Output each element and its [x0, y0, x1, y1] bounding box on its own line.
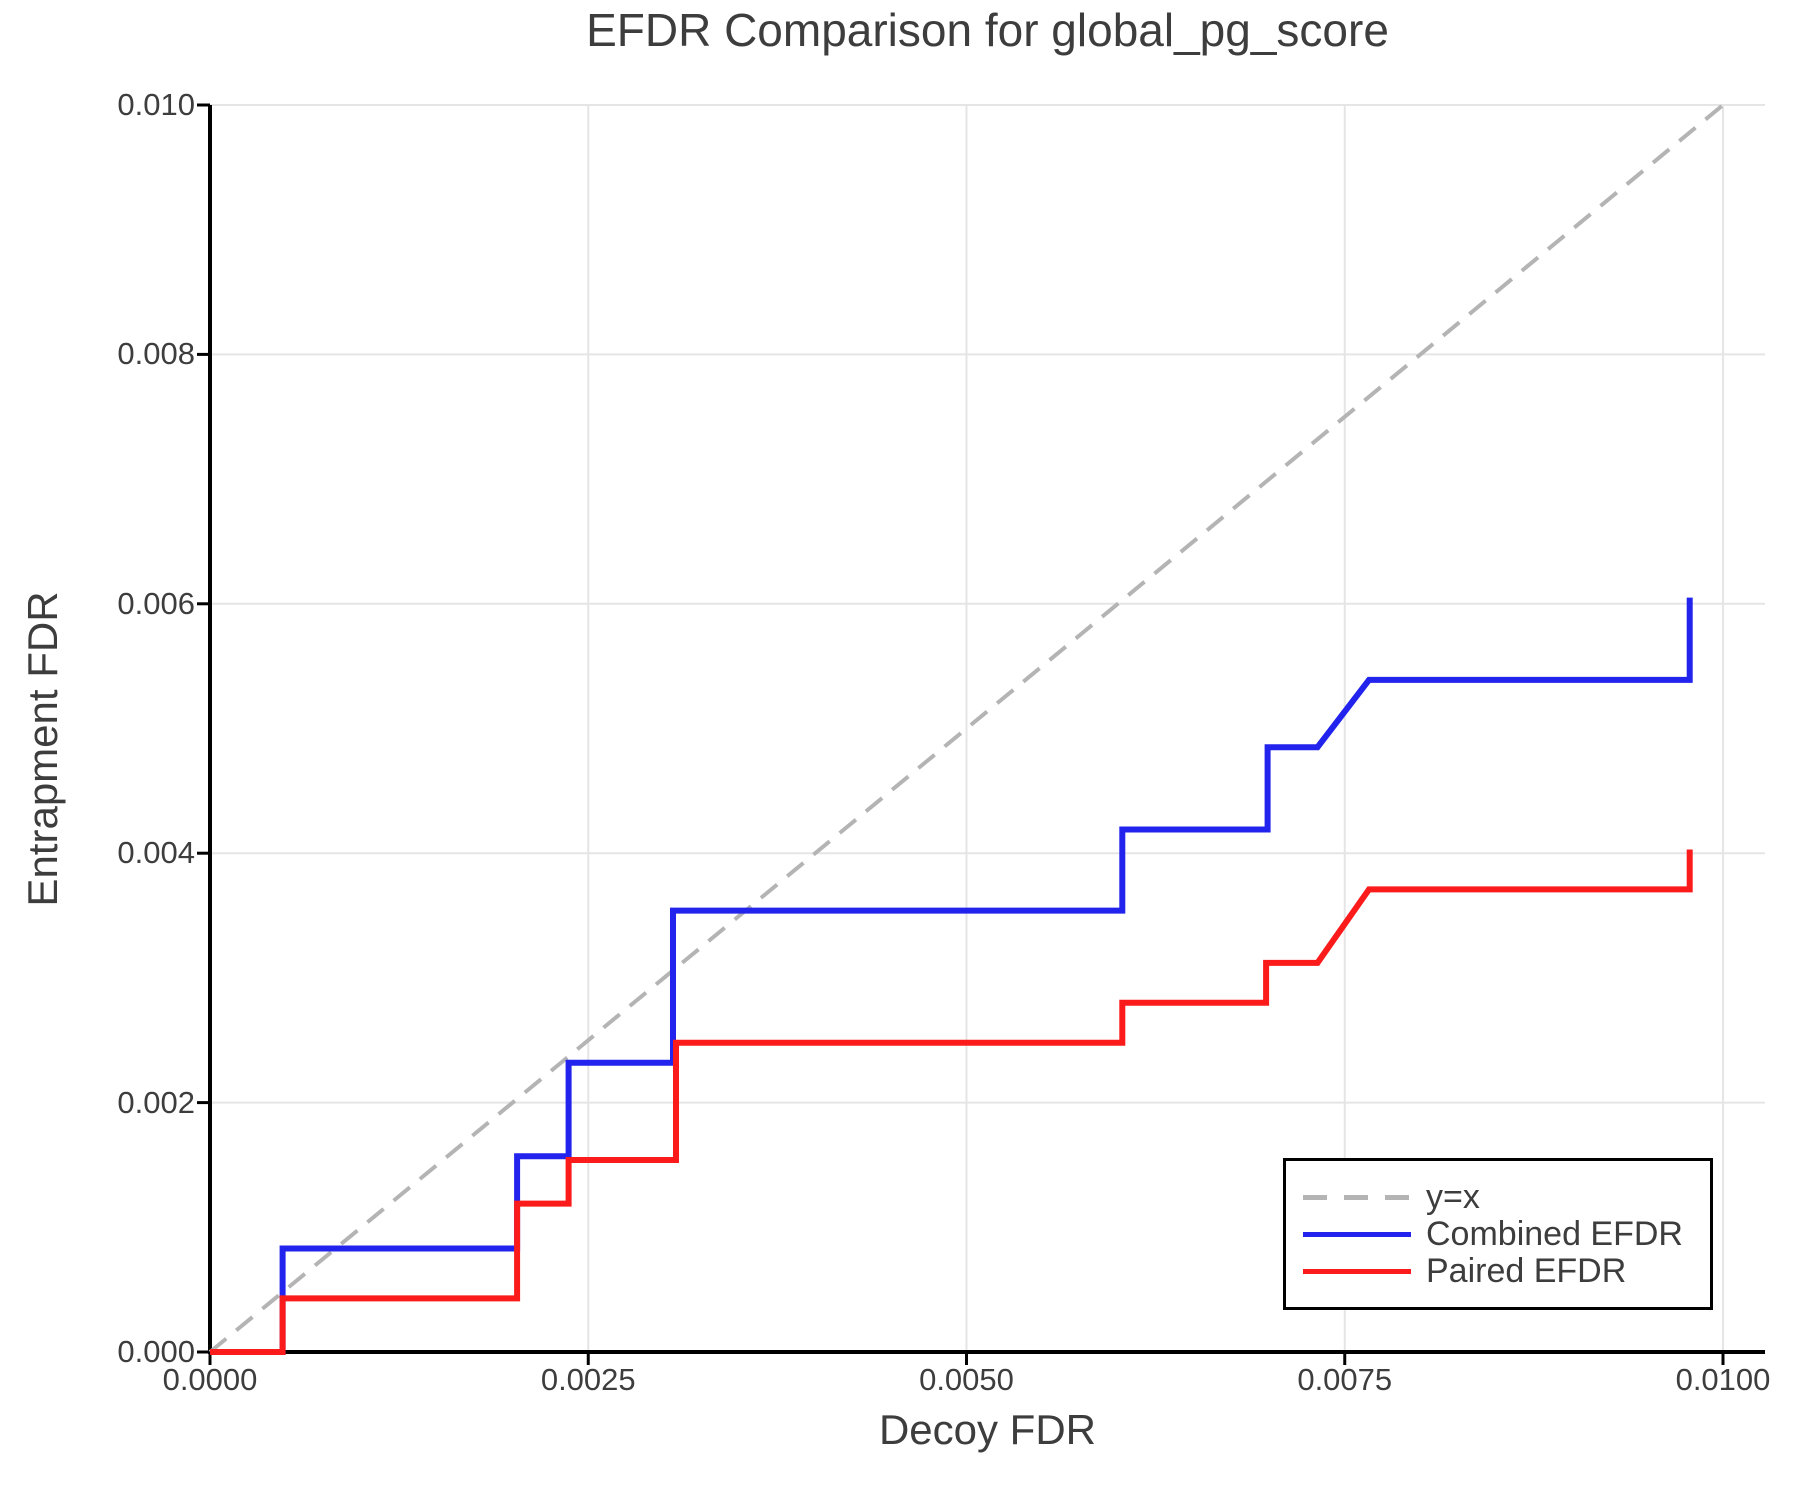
- y-x-line: [208, 103, 1725, 1354]
- combined-efdr-line: [210, 597, 1693, 1355]
- x-axis-label: Decoy FDR: [878, 1406, 1097, 1453]
- y-axis-label: Entrapment FDR: [19, 591, 66, 907]
- chart-title: EFDR Comparison for global_pg_score: [586, 4, 1389, 56]
- legend-item-label: y=x: [1426, 1177, 1480, 1216]
- legend-dashed-line-sample: [1303, 1194, 1411, 1200]
- legend-item-label: Combined EFDR: [1426, 1214, 1683, 1253]
- x-tick-label: 0.0075: [1297, 1362, 1393, 1397]
- y-tick-label: 0.002: [117, 1084, 195, 1120]
- legend-line-sample: [1303, 1231, 1411, 1237]
- x-tick-label: 0.0050: [919, 1362, 1014, 1397]
- x-tick-label: 0.0100: [1675, 1362, 1771, 1397]
- y-tick-label: 0.008: [117, 336, 195, 372]
- legend-item-label: Paired EFDR: [1426, 1251, 1627, 1290]
- legend-item: y=x: [1303, 1178, 1710, 1216]
- y-tick-label: 0.010: [117, 87, 195, 122]
- y-tick-label: 0.004: [117, 835, 195, 871]
- legend-line-sample: [1303, 1268, 1411, 1274]
- paired-efdr-line: [210, 849, 1693, 1355]
- x-tick-label: 0.0025: [540, 1362, 636, 1397]
- legend: y=x Combined EFDR Paired EFDR: [1283, 1158, 1713, 1310]
- y-tick-label: 0.006: [117, 585, 195, 621]
- x-tick-label: 0.0000: [162, 1362, 258, 1397]
- y-tick-label: 0.000: [117, 1334, 195, 1369]
- legend-item: Combined EFDR: [1303, 1215, 1710, 1253]
- legend-item: Paired EFDR: [1303, 1252, 1710, 1290]
